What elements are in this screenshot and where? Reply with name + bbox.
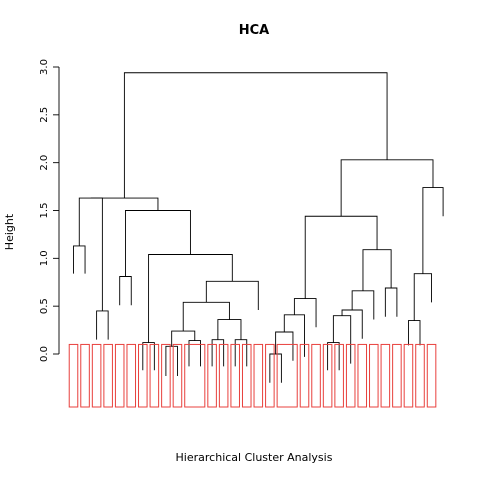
cluster-box [253,343,264,408]
cluster-box [103,343,113,408]
merge-n11 [217,319,242,340]
cluster-box [403,343,414,408]
cluster-boxes [68,343,437,408]
cluster-box [184,343,206,408]
cluster-box [311,343,321,408]
merge-n29 [413,273,432,321]
y-tick-label: 2.0 [39,155,50,171]
merge-n19 [283,314,305,357]
cluster-box [230,343,240,408]
cluster-box [415,343,425,408]
cluster-box [357,343,368,408]
cluster-box [138,343,148,408]
merge-n10 [234,339,248,367]
merge-n4 [119,276,132,306]
merge-n26 [362,249,392,291]
cluster-box [172,343,183,408]
merge-n2 [96,310,109,340]
cluster-box [380,343,391,408]
cluster-box [265,343,275,408]
merge-n25 [384,287,398,317]
merge-n31 [340,159,434,217]
merge-n15 [125,210,191,277]
cluster-box [126,343,137,408]
cluster-box [276,343,298,408]
merge-n14 [148,254,233,343]
merge-n13 [205,280,259,310]
merge-n3 [78,197,103,311]
cluster-box [369,343,379,408]
y-tick-label: 3.0 [39,59,50,75]
cluster-box [68,343,79,408]
y-tick-label: 1.0 [39,250,50,266]
cluster-box [334,343,344,408]
cluster-box [426,343,437,408]
cluster-box [241,343,252,408]
merge-n1 [73,245,86,274]
cluster-box [161,343,171,408]
cluster-box [149,343,160,408]
chart-title: HCA [239,23,269,38]
y-axis: 0.0 0.5 1.0 1.5 2.0 2.5 3.0 [39,59,60,362]
merge-n20 [293,298,317,328]
cluster-box [345,343,356,408]
merge-n22 [332,315,352,364]
y-tick-label: 2.5 [39,107,50,123]
merge-n17 [269,353,282,383]
merge-n6 [165,345,178,377]
merge-n30 [422,187,444,274]
merge-n27 [304,215,378,299]
merge-n23 [341,309,363,339]
dendrogram-tree [73,72,444,383]
merge-n16 [90,197,159,211]
merge-n9 [211,339,225,367]
merge-n32 [123,72,388,199]
cluster-box [114,343,125,408]
merge-n5 [142,342,155,371]
cluster-box [392,343,402,408]
y-tick-label: 0.0 [39,346,50,362]
cluster-box [218,343,229,408]
y-tick-label: 1.5 [39,203,50,219]
cluster-box [80,343,90,408]
merge-n12 [182,301,230,332]
cluster-box [207,343,217,408]
merge-n28 [408,320,421,346]
merge-n7 [188,340,201,367]
merge-n24 [351,290,375,320]
cluster-box [322,343,333,408]
cluster-box [91,343,102,408]
cluster-box [299,343,310,408]
merge-n21 [327,342,340,371]
y-axis-label: Height [3,213,16,250]
y-tick-label: 0.5 [39,298,50,314]
merge-n18 [275,331,294,361]
x-axis-label: Hierarchical Cluster Analysis [176,451,333,464]
